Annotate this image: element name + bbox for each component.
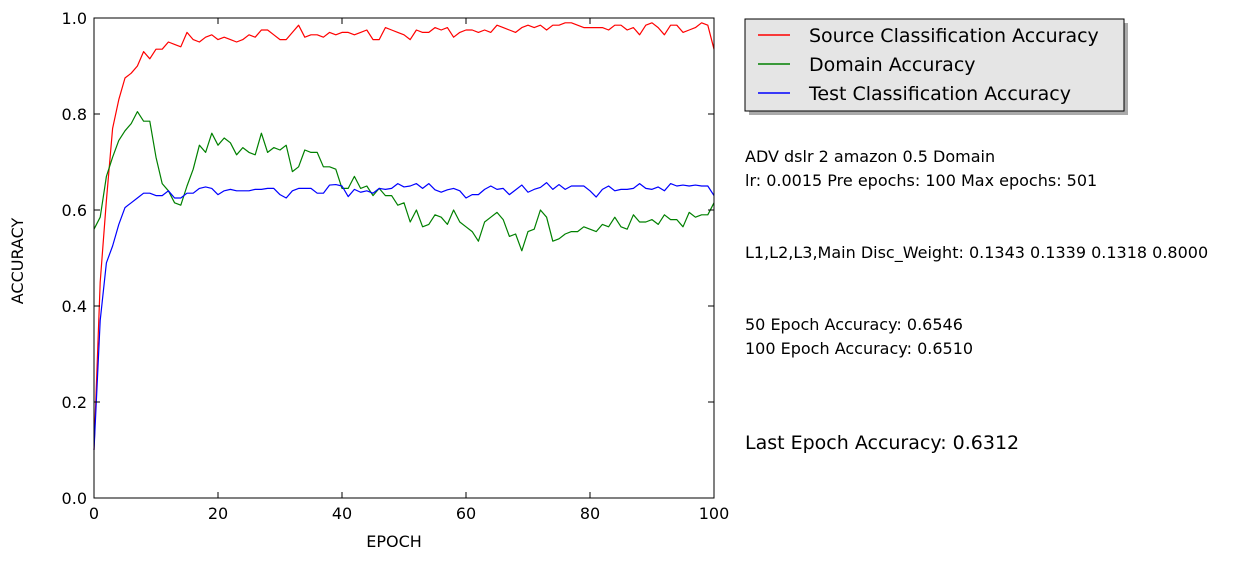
x-tick-label: 0 — [89, 504, 99, 523]
x-tick-label: 100 — [699, 504, 730, 523]
x-axis-label: EPOCH — [366, 532, 422, 551]
series-line-1 — [93, 110, 715, 252]
y-tick-label: 1.0 — [62, 9, 87, 28]
run-params: lr: 0.0015 Pre epochs: 100 Max epochs: 5… — [745, 171, 1098, 190]
y-tick-label: 0.4 — [62, 297, 87, 316]
y-tick-label: 0.8 — [62, 105, 87, 124]
run-title: ADV dslr 2 amazon 0.5 Domain — [745, 147, 996, 166]
legend-label-1: Domain Accuracy — [809, 54, 976, 76]
series-line-0 — [93, 22, 715, 451]
epoch50-accuracy: 50 Epoch Accuracy: 0.6546 — [745, 315, 963, 334]
epoch100-accuracy: 100 Epoch Accuracy: 0.6510 — [745, 339, 974, 358]
x-tick-label: 20 — [208, 504, 228, 523]
axis-ticks: 0 20 40 60 80 100 0.0 0.2 0.4 0.6 0.8 1.0 — [62, 9, 730, 523]
y-axis-label: ACCURACY — [8, 218, 27, 305]
x-tick-label: 40 — [332, 504, 352, 523]
y-tick-label: 0.0 — [62, 489, 87, 508]
legend-label-0: Source Classification Accuracy — [809, 25, 1099, 47]
legend-box — [744, 18, 1125, 112]
y-tick-label: 0.2 — [62, 393, 87, 412]
legend: Source Classification Accuracy Domain Acc… — [744, 18, 1128, 115]
last-epoch-accuracy: Last Epoch Accuracy: 0.6312 — [745, 432, 1020, 454]
y-tick-label: 0.6 — [62, 201, 87, 220]
x-tick-label: 80 — [580, 504, 600, 523]
plot-lines — [93, 22, 715, 451]
legend-label-2: Test Classification Accuracy — [808, 83, 1071, 105]
series-line-2 — [93, 182, 715, 451]
plot-frame — [93, 17, 715, 499]
disc-weights: L1,L2,L3,Main Disc_Weight: 0.1343 0.1339… — [745, 243, 1209, 262]
x-tick-label: 60 — [456, 504, 476, 523]
